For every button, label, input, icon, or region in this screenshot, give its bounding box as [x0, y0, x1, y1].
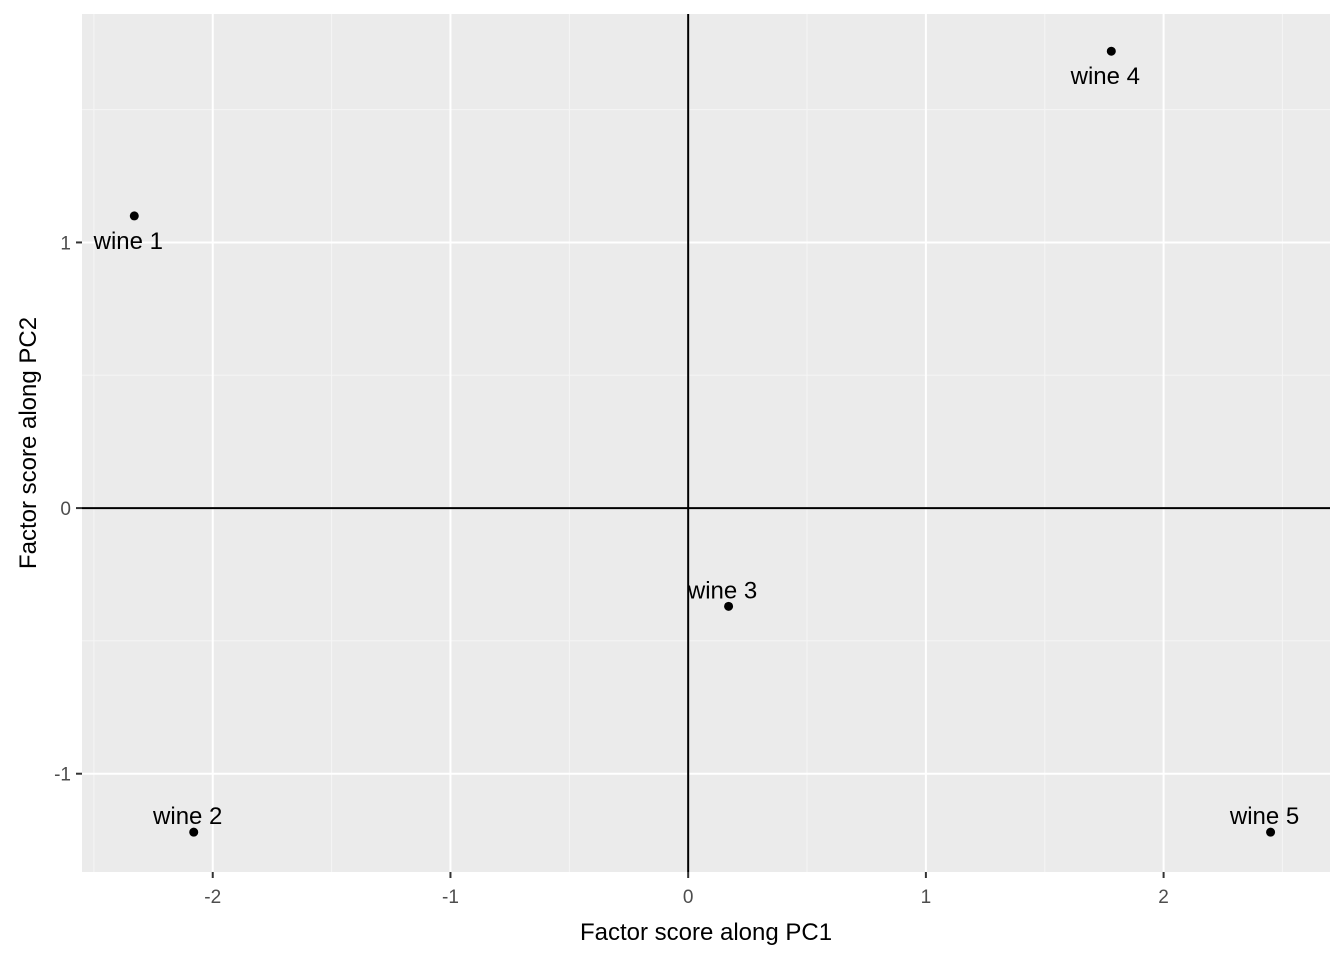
data-point-1 — [129, 211, 139, 221]
point-label-4: wine 4 — [1070, 63, 1140, 90]
data-point-2 — [189, 827, 199, 837]
data-point-5 — [1266, 827, 1276, 837]
point-label-2: wine 2 — [152, 803, 222, 830]
x-tick-label: -1 — [442, 887, 459, 908]
x-tick-label: 1 — [921, 887, 932, 908]
x-tick-label: 0 — [683, 887, 694, 908]
point-label-5: wine 5 — [1229, 803, 1299, 830]
reference-lines — [82, 14, 1330, 872]
point-label-3: wine 3 — [687, 577, 757, 604]
x-tick-label: 2 — [1158, 887, 1169, 908]
y-tick-label: 0 — [60, 499, 71, 520]
data-point-3 — [724, 601, 734, 611]
plot-panel — [82, 14, 1330, 872]
y-axis-title: Factor score along PC2 — [15, 317, 42, 569]
data-points: wine 1 wine 2 wine 3 wine 4 wine 5 — [93, 46, 1299, 837]
point-label-1: wine 1 — [93, 228, 163, 255]
x-axis-ticks: -2 -1 0 1 2 — [204, 872, 1169, 908]
x-tick-label: -2 — [204, 887, 221, 908]
minor-gridlines — [82, 14, 1330, 872]
y-axis-ticks: -1 0 1 — [54, 233, 82, 786]
x-axis-title: Factor score along PC1 — [580, 919, 832, 946]
data-point-4 — [1106, 46, 1116, 56]
y-tick-label: -1 — [54, 765, 71, 786]
y-tick-label: 1 — [60, 233, 71, 254]
